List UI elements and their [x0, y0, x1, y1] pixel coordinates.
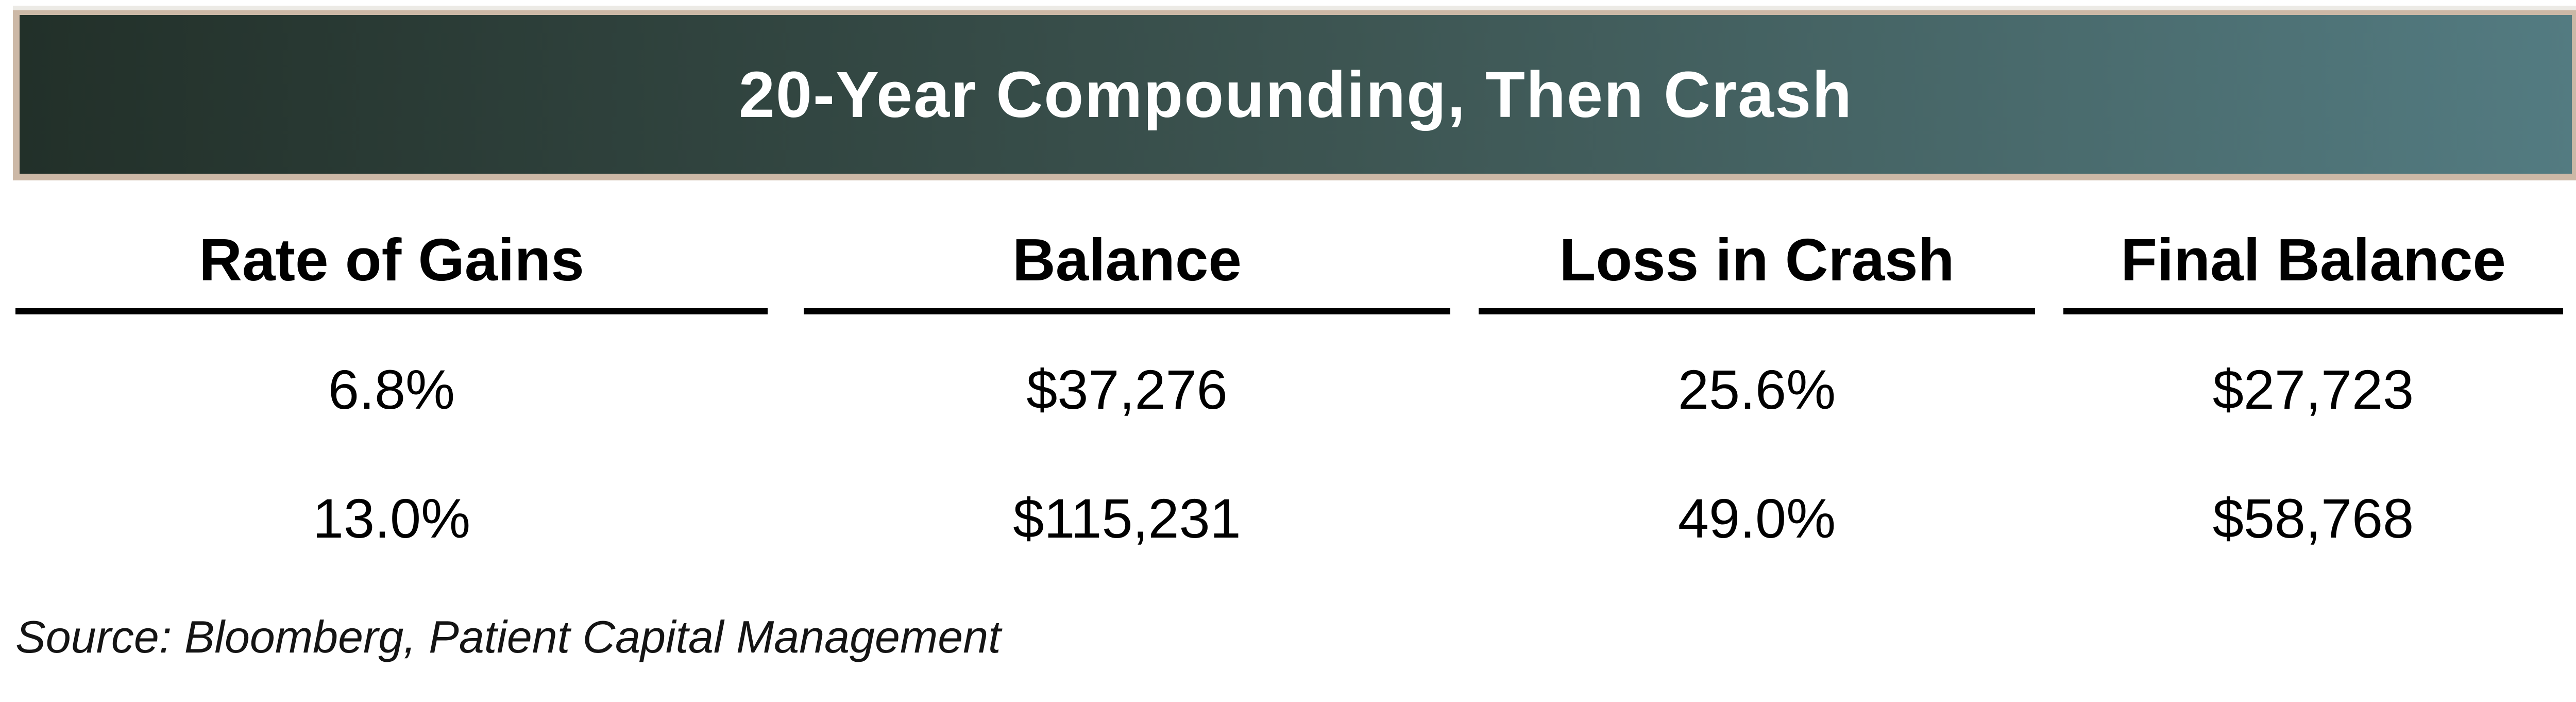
cell-balance-row-1: $37,276	[1026, 358, 1228, 421]
cell-final-balance-row-1: $27,723	[2212, 358, 2414, 421]
title-banner-gradient: 20-Year Compounding, Then Crash	[20, 15, 2572, 174]
cell-rate-of-gains-row-2: 13.0%	[312, 487, 471, 549]
cell-final-balance-row-2: $58,768	[2212, 487, 2414, 549]
column-header-balance: Balance	[804, 211, 1450, 314]
title-banner: 20-Year Compounding, Then Crash	[13, 10, 2576, 180]
column-header-final-balance: Final Balance	[2063, 211, 2563, 314]
column-header-rate-of-gains: Rate of Gains	[15, 211, 768, 314]
source-note: Source: Bloomberg, Patient Capital Manag…	[15, 611, 1001, 662]
table-title: 20-Year Compounding, Then Crash	[738, 58, 1853, 131]
cell-balance-row-2: $115,231	[1013, 487, 1241, 549]
column-balance: Balance $37,276 $115,231	[804, 211, 1450, 549]
cell-loss-in-crash-row-1: 25.6%	[1677, 358, 1836, 421]
column-final-balance: Final Balance $27,723 $58,768	[2063, 211, 2563, 549]
cell-rate-of-gains-row-1: 6.8%	[328, 358, 455, 421]
column-header-loss-in-crash: Loss in Crash	[1479, 211, 2035, 314]
cell-loss-in-crash-row-2: 49.0%	[1677, 487, 1836, 549]
column-loss-in-crash: Loss in Crash 25.6% 49.0%	[1479, 211, 2035, 549]
column-rate-of-gains: Rate of Gains 6.8% 13.0%	[15, 211, 768, 549]
